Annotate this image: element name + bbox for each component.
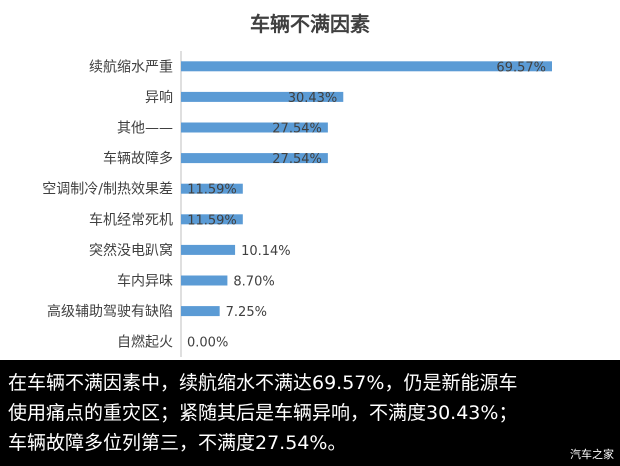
data-label: 27.54% <box>272 122 322 137</box>
category-label: 自燃起火 <box>117 334 173 351</box>
category-label: 空调制冷/制热效果差 <box>42 182 173 198</box>
category-label: 其他—— <box>117 121 173 137</box>
watermark: 汽车之家 <box>570 448 614 461</box>
category-label: 高级辅助驾驶有缺陷 <box>47 303 173 320</box>
bar <box>181 61 552 72</box>
data-label: 10.14% <box>241 244 291 259</box>
category-label: 车辆故障多 <box>103 150 173 167</box>
bar <box>181 183 243 194</box>
data-label: 69.57% <box>496 60 546 75</box>
chart-title: 车辆不满因素 <box>250 12 370 36</box>
caption-line-1: 在车辆不满因素中，续航缩水不满达69.57%，仍是新能源车 <box>8 372 518 394</box>
category-label: 异响 <box>145 90 173 106</box>
data-label: 30.43% <box>288 91 338 106</box>
bar-chart: 续航缩水严重 69.57% 异响 30.43% 其他—— 27.54% 车辆故障多 27.54… <box>42 51 552 357</box>
category-label: 突然没电趴窝 <box>89 242 173 259</box>
bar <box>181 275 228 286</box>
data-label: 0.00% <box>187 336 228 351</box>
bar <box>181 306 220 317</box>
bar <box>181 244 236 255</box>
caption-line-2: 使用痛点的重灾区；紧随其后是车辆异响，不满度30.43%； <box>8 402 518 424</box>
chart-area: 车辆不满因素 续航缩水严重 69.57% 异响 30.43% 其他—— 27.54% 车辆故… <box>42 12 552 357</box>
caption-box: 在车辆不满因素中，续航缩水不满达69.57%，仍是新能源车 使用痛点的重灾区；紧… <box>0 360 620 466</box>
category-label: 车机经常死机 <box>89 211 173 228</box>
bar <box>181 153 328 164</box>
data-label: 7.25% <box>226 305 267 320</box>
caption-line-3: 车辆故障多位列第三，不满度27.54%。 <box>8 432 347 454</box>
bar <box>181 91 344 102</box>
bar <box>181 122 328 133</box>
bar <box>181 214 243 225</box>
data-label: 11.59% <box>187 183 237 198</box>
category-label: 车内异味 <box>117 273 173 290</box>
category-label: 续航缩水严重 <box>89 58 173 75</box>
data-label: 11.59% <box>187 213 237 228</box>
data-label: 27.54% <box>272 152 322 167</box>
data-label: 8.70% <box>233 275 274 290</box>
